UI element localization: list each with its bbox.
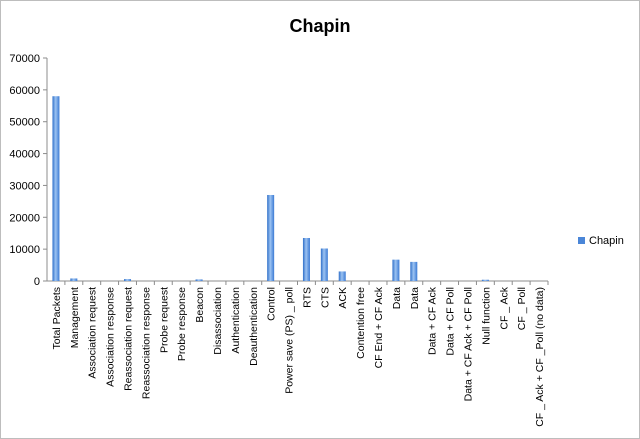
bars [52,96,489,281]
x-tick-label: RTS [301,287,313,308]
y-axis: 0 10000 20000 30000 40000 50000 60000 70000 [9,53,48,288]
x-tick-label: Control [266,287,278,321]
y-tick-label: 50000 [9,117,40,129]
y-tick-label: 60000 [9,85,40,97]
bar [338,271,346,281]
x-tick-label: Total Packets [51,287,63,349]
x-tick-label: Authentication [230,287,242,354]
x-tick-label: CTS [319,287,331,308]
chart-title: Chapin [290,16,351,36]
bar [481,279,489,281]
x-tick-label: Beacon [194,287,206,323]
y-tick-label: 20000 [9,212,40,224]
x-tick-label: Reassociation response [140,287,152,399]
x-tick-label: Association response [105,287,117,387]
y-tick-label: 0 [34,276,40,288]
y-tick-label: 10000 [9,244,40,256]
x-tick-label: Reassociation request [123,287,135,391]
x-tick-label: Null function [480,287,492,345]
x-tick-label: CF _ Ack + CF _Poll (no data) [534,287,546,427]
x-tick-label: Data [409,287,421,309]
x-tick-label: Probe request [158,287,170,353]
x-tick-label: Probe response [176,287,188,361]
x-tick-label: CF _ Poll [516,287,528,330]
x-tick-label: CF _ Ack [498,286,510,329]
bar [70,278,78,281]
bar [320,248,328,281]
bar [267,194,275,281]
y-tick-label: 70000 [9,53,40,65]
bar [124,279,132,281]
x-tick-label: Management [69,287,81,348]
bar [302,237,310,281]
x-axis: Total Packets Management Association reque… [47,280,549,427]
bar [410,261,418,281]
x-tick-label: CF End + CF Ack [373,286,385,368]
y-tick-label: 30000 [9,180,40,192]
x-tick-label: Data + CF Poll [445,287,457,356]
x-tick-label: Data + CF Ack [427,286,439,355]
x-tick-label: ACK [337,287,349,309]
legend: Chapin [578,235,624,247]
bar [392,259,400,281]
x-tick-label: Contention free [355,287,367,359]
x-tick-label: Power save (PS) _ poll [284,287,296,394]
x-tick-label: Association request [87,287,99,379]
x-tick-label: Data + CF Ack + CF Poll [462,287,474,401]
bar [195,279,203,281]
x-tick-label: Disassociation [212,287,224,355]
legend-swatch [578,237,585,244]
x-tick-label: Data [391,287,403,309]
legend-label: Chapin [589,235,624,247]
bar [52,96,60,281]
y-tick-label: 40000 [9,149,40,161]
x-tick-label: Deauthentication [248,287,260,366]
